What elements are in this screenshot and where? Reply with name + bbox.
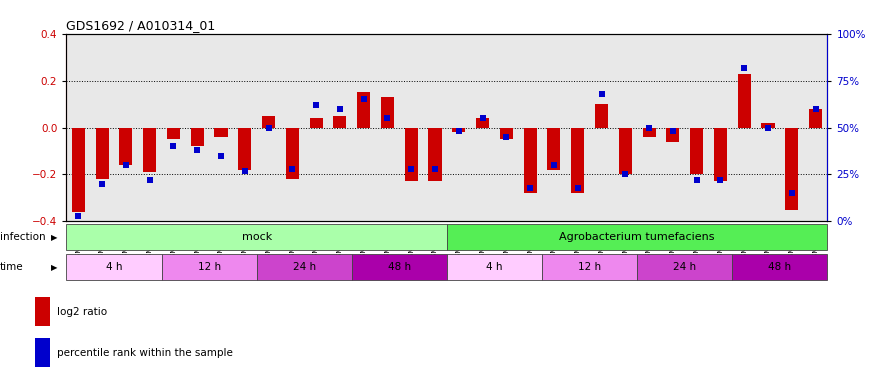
Point bbox=[214, 153, 228, 159]
Point bbox=[404, 166, 419, 172]
FancyBboxPatch shape bbox=[66, 254, 161, 280]
Bar bbox=[524, 128, 536, 193]
Point bbox=[333, 106, 347, 112]
Bar bbox=[35, 338, 50, 367]
Bar bbox=[738, 74, 750, 128]
Text: 4 h: 4 h bbox=[105, 262, 122, 272]
Text: GDS1692 / A010314_01: GDS1692 / A010314_01 bbox=[66, 19, 216, 32]
Point bbox=[547, 162, 561, 168]
Bar bbox=[571, 128, 584, 193]
Text: ▶: ▶ bbox=[51, 232, 58, 242]
Point bbox=[809, 106, 823, 112]
Bar bbox=[476, 118, 489, 128]
Bar bbox=[809, 109, 822, 128]
Text: 24 h: 24 h bbox=[293, 262, 316, 272]
Point bbox=[428, 166, 442, 172]
Bar bbox=[619, 128, 632, 174]
Point bbox=[499, 134, 513, 140]
Text: 24 h: 24 h bbox=[673, 262, 696, 272]
Bar bbox=[714, 128, 727, 182]
Bar bbox=[690, 128, 704, 174]
Point bbox=[523, 184, 537, 190]
Bar bbox=[500, 128, 513, 139]
Bar bbox=[358, 92, 370, 128]
Bar bbox=[119, 128, 133, 165]
Bar bbox=[167, 128, 180, 139]
Bar bbox=[143, 128, 156, 172]
Point bbox=[666, 128, 680, 134]
Point bbox=[71, 213, 85, 219]
Point bbox=[166, 143, 181, 149]
Point bbox=[357, 96, 371, 102]
Point bbox=[190, 147, 204, 153]
Text: mock: mock bbox=[242, 232, 272, 242]
FancyBboxPatch shape bbox=[447, 254, 542, 280]
Point bbox=[737, 64, 751, 70]
FancyBboxPatch shape bbox=[66, 224, 447, 250]
FancyBboxPatch shape bbox=[257, 254, 352, 280]
Point bbox=[381, 115, 395, 121]
Bar bbox=[286, 128, 299, 179]
Text: 12 h: 12 h bbox=[578, 262, 601, 272]
Point bbox=[475, 115, 489, 121]
Bar bbox=[238, 128, 251, 170]
Bar bbox=[310, 118, 323, 128]
FancyBboxPatch shape bbox=[733, 254, 827, 280]
FancyBboxPatch shape bbox=[352, 254, 447, 280]
Bar bbox=[404, 128, 418, 182]
Point bbox=[689, 177, 704, 183]
Point bbox=[238, 168, 252, 174]
Bar bbox=[428, 128, 442, 182]
Point bbox=[451, 128, 466, 134]
Text: percentile rank within the sample: percentile rank within the sample bbox=[57, 348, 233, 358]
Point bbox=[309, 102, 323, 108]
Point bbox=[595, 91, 609, 97]
Bar bbox=[35, 297, 50, 326]
Text: Agrobacterium tumefaciens: Agrobacterium tumefaciens bbox=[559, 232, 715, 242]
Bar bbox=[334, 116, 346, 128]
Bar bbox=[214, 128, 227, 137]
Point bbox=[285, 166, 299, 172]
Bar bbox=[761, 123, 774, 128]
Bar bbox=[96, 128, 109, 179]
Bar bbox=[262, 116, 275, 128]
Text: 4 h: 4 h bbox=[486, 262, 503, 272]
Bar bbox=[785, 128, 798, 210]
Text: ▶: ▶ bbox=[51, 263, 58, 272]
Text: log2 ratio: log2 ratio bbox=[57, 307, 107, 317]
Bar bbox=[190, 128, 204, 146]
Point bbox=[571, 184, 585, 190]
FancyBboxPatch shape bbox=[447, 224, 827, 250]
Point bbox=[261, 124, 275, 130]
FancyBboxPatch shape bbox=[161, 254, 257, 280]
Bar bbox=[72, 128, 85, 212]
Point bbox=[785, 190, 799, 196]
Text: time: time bbox=[0, 262, 24, 272]
Point bbox=[119, 162, 133, 168]
Point bbox=[713, 177, 727, 183]
FancyBboxPatch shape bbox=[637, 254, 733, 280]
Bar bbox=[452, 128, 466, 132]
Bar bbox=[595, 104, 608, 128]
Bar bbox=[666, 128, 680, 142]
Point bbox=[142, 177, 157, 183]
Text: 48 h: 48 h bbox=[768, 262, 791, 272]
Point bbox=[619, 171, 633, 177]
FancyBboxPatch shape bbox=[542, 254, 637, 280]
Text: 48 h: 48 h bbox=[388, 262, 411, 272]
Bar bbox=[548, 128, 560, 170]
Bar bbox=[381, 97, 394, 128]
Point bbox=[761, 124, 775, 130]
Point bbox=[642, 124, 656, 130]
Point bbox=[95, 181, 109, 187]
Text: infection: infection bbox=[0, 232, 46, 242]
Text: 12 h: 12 h bbox=[197, 262, 220, 272]
Bar bbox=[643, 128, 656, 137]
